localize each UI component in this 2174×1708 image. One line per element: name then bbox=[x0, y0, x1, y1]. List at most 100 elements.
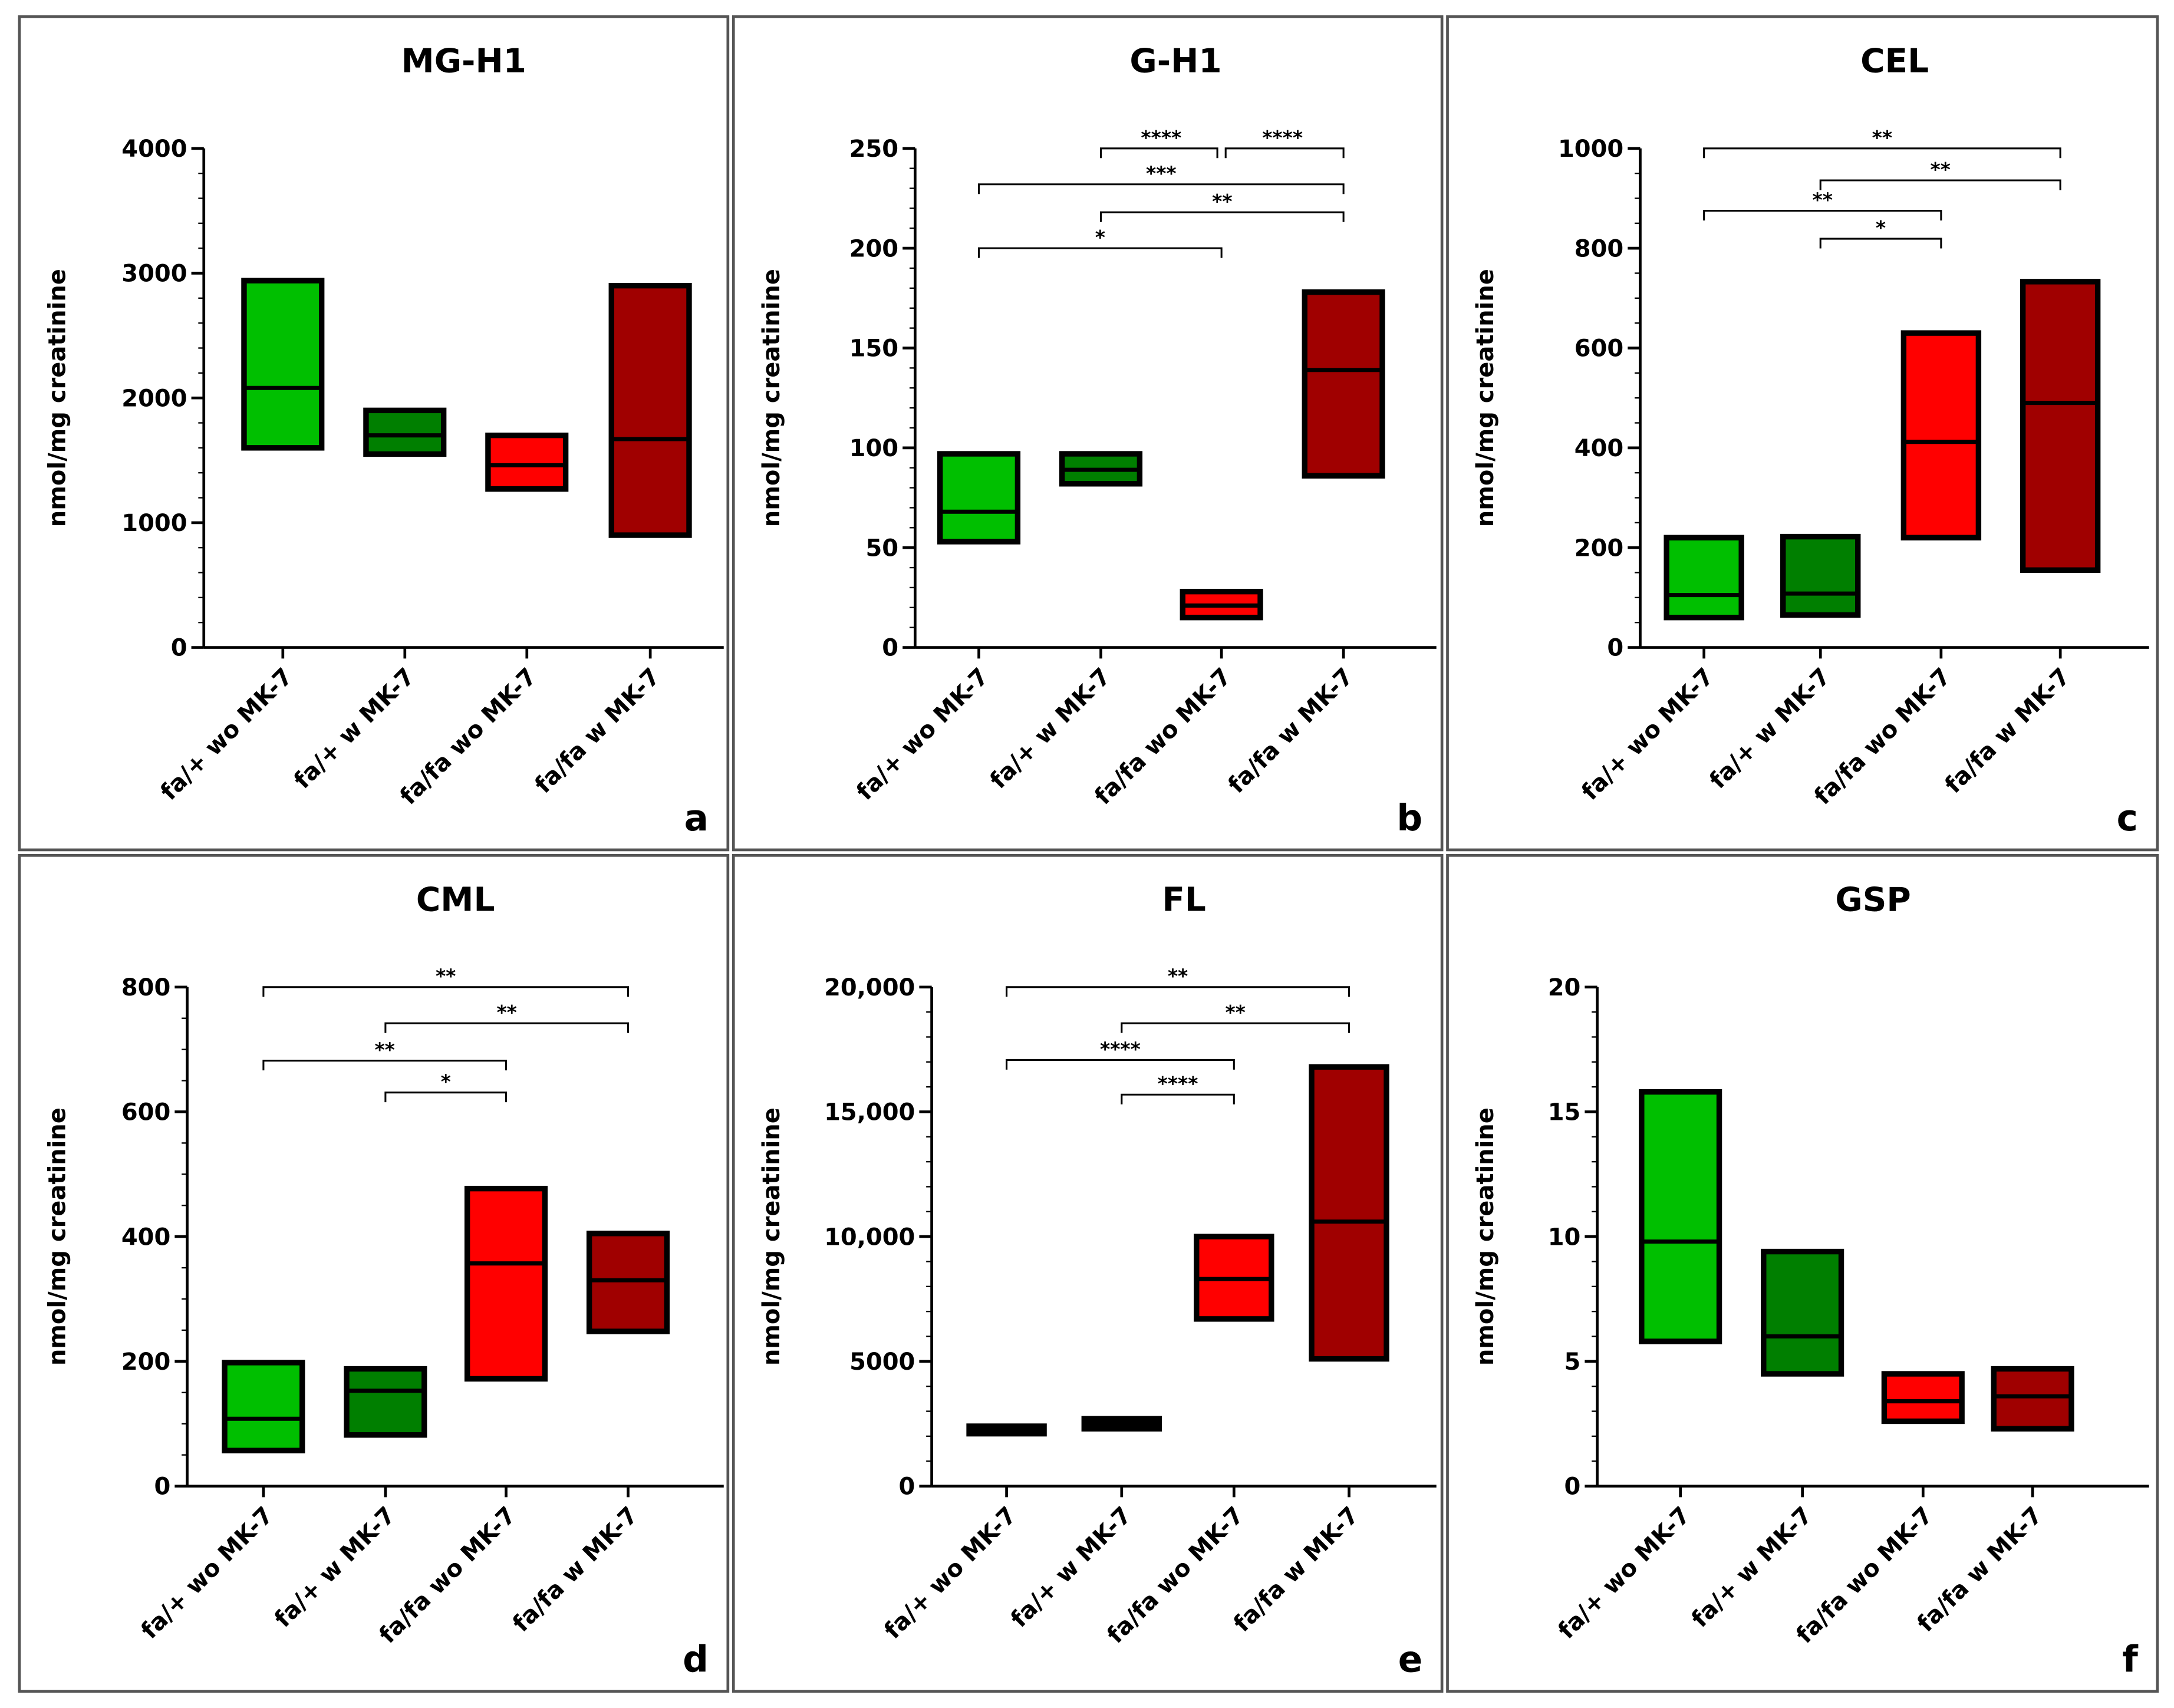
significance-bracket bbox=[1121, 1093, 1235, 1104]
y-tick-label: 3000 bbox=[121, 261, 187, 288]
y-tick-label: 15,000 bbox=[824, 1099, 915, 1126]
y-tick-label: 0 bbox=[882, 635, 898, 662]
y-tick-label: 0 bbox=[154, 1473, 170, 1501]
significance-label: **** bbox=[1158, 1072, 1198, 1095]
y-tick-label: 10 bbox=[1548, 1224, 1581, 1251]
box-3 bbox=[608, 282, 692, 538]
significance-bracket bbox=[1224, 147, 1345, 159]
box-3 bbox=[586, 1231, 670, 1334]
y-tick-label: 1000 bbox=[1558, 136, 1623, 163]
y-tick-label: 5 bbox=[1564, 1348, 1581, 1376]
significance-label: * bbox=[1876, 216, 1886, 239]
y-tick-label: 200 bbox=[121, 1348, 170, 1376]
box-3 bbox=[2020, 279, 2101, 573]
chart-title: CEL bbox=[1860, 42, 1929, 80]
box-3 bbox=[1302, 289, 1385, 479]
y-tick-label: 0 bbox=[899, 1473, 915, 1501]
box-3 bbox=[1309, 1064, 1389, 1362]
y-tick-label: 100 bbox=[849, 435, 898, 462]
significance-label: * bbox=[441, 1070, 451, 1093]
box-0 bbox=[222, 1360, 305, 1453]
y-tick-label: 600 bbox=[1574, 335, 1623, 362]
significance-label: ** bbox=[1168, 965, 1188, 988]
panel-border bbox=[1446, 853, 2159, 1693]
box-2 bbox=[1881, 1371, 1965, 1425]
significance-bracket bbox=[1121, 1022, 1350, 1033]
y-tick-label: 20,000 bbox=[824, 974, 915, 1001]
y-axis-label: nmol/mg creatinine bbox=[1472, 269, 1499, 527]
significance-bracket bbox=[1099, 211, 1345, 222]
y-tick-label: 15 bbox=[1548, 1099, 1581, 1126]
panel-a: MG-H1 a 0 1000 2000 3000 4000 nmol/mg creatinin… bbox=[18, 15, 730, 852]
y-tick-label: 0 bbox=[1607, 635, 1623, 662]
significance-label: * bbox=[1095, 226, 1105, 249]
y-tick-label: 200 bbox=[1574, 535, 1623, 562]
y-axis-label: nmol/mg creatinine bbox=[44, 1107, 71, 1366]
y-tick-label: 150 bbox=[849, 335, 898, 362]
panel-letter: e bbox=[1398, 1639, 1422, 1681]
y-tick-label: 200 bbox=[849, 235, 898, 262]
box-1 bbox=[1761, 1248, 1844, 1377]
significance-label: ** bbox=[1813, 189, 1833, 212]
y-tick-label: 400 bbox=[121, 1224, 170, 1251]
box-1 bbox=[344, 1366, 427, 1438]
y-axis-label: nmol/mg creatinine bbox=[1472, 1107, 1499, 1366]
significance-bracket bbox=[384, 1022, 630, 1033]
significance-bracket bbox=[1006, 1059, 1235, 1070]
box-0 bbox=[1639, 1089, 1722, 1344]
y-tick-label: 5000 bbox=[849, 1348, 915, 1376]
box-3 bbox=[1991, 1366, 2074, 1432]
y-tick-label: 4000 bbox=[121, 136, 187, 163]
y-tick-label: 50 bbox=[865, 535, 898, 562]
significance-bracket bbox=[1006, 986, 1350, 997]
box-2 bbox=[464, 1185, 548, 1382]
panel-letter: a bbox=[684, 797, 709, 839]
significance-label: ** bbox=[436, 965, 456, 988]
y-tick-label: 2000 bbox=[121, 385, 187, 412]
chart-title: CML bbox=[416, 881, 495, 919]
significance-bracket bbox=[384, 1092, 508, 1103]
significance-bracket bbox=[262, 1060, 508, 1071]
chart-title: GSP bbox=[1835, 881, 1911, 919]
panel-letter: d bbox=[683, 1639, 709, 1681]
chart-title: FL bbox=[1162, 881, 1206, 919]
y-tick-label: 10,000 bbox=[824, 1224, 915, 1251]
significance-label: *** bbox=[1146, 162, 1177, 185]
y-tick-label: 800 bbox=[121, 974, 170, 1001]
significance-label: **** bbox=[1100, 1037, 1141, 1060]
y-tick-label: 800 bbox=[1574, 235, 1623, 262]
significance-label: ** bbox=[1930, 158, 1950, 181]
significance-bracket bbox=[262, 986, 630, 997]
significance-label: ** bbox=[374, 1038, 394, 1061]
y-axis-label: nmol/mg creatinine bbox=[758, 1107, 785, 1366]
significance-label: ** bbox=[1212, 190, 1232, 213]
significance-bracket bbox=[1099, 147, 1218, 159]
y-axis-label: nmol/mg creatinine bbox=[44, 269, 71, 527]
y-tick-label: 1000 bbox=[121, 510, 187, 537]
y-tick-label: 250 bbox=[849, 136, 898, 163]
box-0 bbox=[937, 451, 1021, 545]
y-axis-label: nmol/mg creatinine bbox=[758, 269, 785, 527]
significance-bracket bbox=[1703, 210, 1942, 221]
box-0 bbox=[241, 278, 325, 451]
box-0 bbox=[1664, 535, 1744, 621]
panel-letter: c bbox=[2117, 797, 2138, 839]
significance-bracket bbox=[1819, 179, 2061, 190]
panel-e: FL e 0 5000 10,000 15,000 20,000 nmol/mg creati… bbox=[732, 853, 1444, 1693]
significance-label: ** bbox=[1225, 1001, 1245, 1024]
box-2 bbox=[485, 432, 569, 492]
y-tick-label: 600 bbox=[121, 1099, 170, 1126]
box-1 bbox=[1780, 533, 1861, 618]
significance-bracket bbox=[1819, 238, 1942, 249]
y-tick-label: 400 bbox=[1574, 435, 1623, 462]
significance-label: ** bbox=[1872, 126, 1892, 149]
significance-bracket bbox=[1703, 147, 2061, 159]
panel-letter: b bbox=[1396, 797, 1422, 839]
box-1 bbox=[363, 407, 447, 457]
significance-label: **** bbox=[1141, 126, 1181, 149]
panel-letter: f bbox=[2122, 1639, 2139, 1681]
